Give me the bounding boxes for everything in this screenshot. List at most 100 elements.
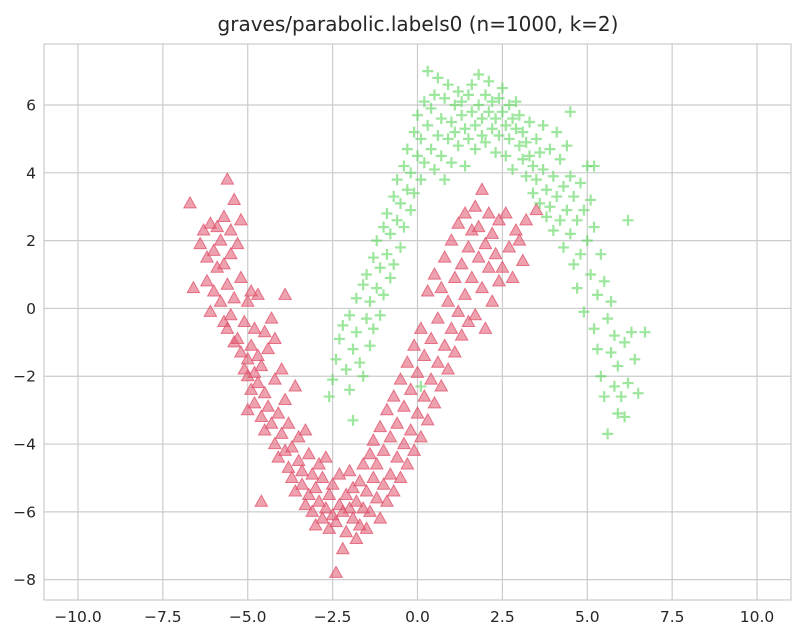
triangle-point bbox=[427, 267, 442, 280]
triangle-point bbox=[410, 365, 425, 378]
plus-point bbox=[449, 126, 461, 138]
triangle-point bbox=[308, 517, 323, 531]
plus-point bbox=[503, 133, 515, 145]
plus-point bbox=[408, 187, 420, 199]
triangle-point bbox=[281, 460, 296, 473]
triangle-point bbox=[362, 504, 377, 517]
triangle-point bbox=[233, 212, 248, 226]
triangle-point bbox=[233, 344, 248, 358]
triangle-point bbox=[295, 477, 310, 490]
chart-title: graves/parabolic.labels0 (n=1000, k=2) bbox=[218, 12, 619, 36]
triangle-point bbox=[196, 222, 211, 236]
plus-point bbox=[344, 384, 356, 396]
plus-point bbox=[534, 197, 546, 209]
triangle-point bbox=[434, 378, 449, 392]
plus-point bbox=[418, 157, 430, 169]
triangle-point bbox=[315, 470, 330, 484]
y-tick-label: 2 bbox=[26, 232, 36, 250]
triangle-point bbox=[352, 473, 367, 487]
triangle-point bbox=[515, 253, 530, 267]
plus-point bbox=[503, 99, 515, 111]
plus-point bbox=[344, 309, 356, 321]
plus-point bbox=[452, 140, 464, 152]
triangle-point bbox=[342, 500, 357, 514]
triangle-point bbox=[312, 456, 327, 470]
plus-point bbox=[490, 113, 502, 125]
plus-point bbox=[466, 106, 478, 118]
plus-point bbox=[507, 113, 519, 125]
plus-point bbox=[422, 119, 434, 131]
triangle-point bbox=[393, 372, 408, 385]
triangle-point bbox=[254, 494, 269, 507]
triangle-point bbox=[199, 250, 215, 263]
plus-point bbox=[364, 340, 376, 352]
triangle-point bbox=[491, 212, 507, 226]
plus-point bbox=[371, 282, 383, 294]
plus-point bbox=[547, 224, 559, 236]
plus-point bbox=[469, 143, 481, 155]
plus-point bbox=[551, 191, 563, 203]
plus-point bbox=[381, 248, 393, 260]
triangle-point bbox=[315, 511, 330, 524]
plus-point bbox=[622, 377, 634, 389]
triangle-point bbox=[288, 483, 303, 497]
plus-point bbox=[371, 235, 383, 247]
plus-point bbox=[408, 126, 420, 138]
plus-point bbox=[581, 235, 593, 247]
plus-point bbox=[598, 275, 610, 287]
triangle-point bbox=[240, 294, 255, 307]
plus-point bbox=[561, 204, 573, 216]
triangle-point bbox=[199, 273, 215, 287]
plus-point bbox=[401, 143, 413, 155]
plus-point bbox=[537, 119, 549, 131]
triangle-point bbox=[505, 270, 520, 283]
plus-point bbox=[595, 248, 607, 260]
triangle-point bbox=[424, 372, 439, 385]
x-tick-label: −10.0 bbox=[54, 608, 102, 626]
triangle-point bbox=[444, 233, 459, 246]
triangle-point bbox=[458, 287, 473, 300]
triangle-point bbox=[441, 294, 456, 307]
plus-point bbox=[439, 174, 451, 186]
grid-lines bbox=[44, 44, 791, 600]
triangle-point bbox=[376, 477, 391, 490]
plus-point bbox=[561, 140, 573, 152]
plus-point bbox=[354, 357, 366, 369]
triangle-point bbox=[254, 358, 269, 372]
triangle-point bbox=[250, 375, 265, 389]
plus-point bbox=[415, 174, 427, 186]
plus-point bbox=[585, 269, 597, 281]
triangle-point bbox=[461, 314, 476, 328]
plus-point bbox=[568, 191, 580, 203]
plus-point bbox=[608, 330, 620, 342]
y-tick-label: −8 bbox=[13, 571, 36, 589]
triangle-point bbox=[474, 280, 490, 294]
plus-point bbox=[347, 414, 359, 426]
triangle-point bbox=[417, 389, 432, 402]
triangle-point bbox=[400, 456, 415, 470]
plus-point bbox=[602, 313, 614, 325]
triangle-point bbox=[424, 331, 439, 345]
triangle-point bbox=[488, 246, 503, 260]
plus-point bbox=[361, 269, 373, 281]
x-tick-label: −7.5 bbox=[144, 608, 182, 626]
plus-point bbox=[591, 343, 603, 355]
plus-point bbox=[524, 116, 536, 128]
plus-point bbox=[602, 428, 614, 440]
plus-point bbox=[510, 123, 522, 135]
triangle-point bbox=[461, 239, 476, 253]
triangle-point bbox=[485, 294, 500, 307]
triangle-point bbox=[458, 205, 473, 219]
plus-point bbox=[571, 282, 583, 294]
plus-point bbox=[534, 146, 546, 158]
triangle-point bbox=[352, 517, 367, 531]
y-tick-label: −4 bbox=[13, 436, 36, 454]
plus-point bbox=[323, 391, 335, 403]
triangle-point bbox=[271, 406, 286, 419]
plus-point bbox=[493, 92, 505, 104]
plus-point bbox=[571, 214, 583, 226]
triangle-point bbox=[203, 304, 218, 317]
triangle-point bbox=[427, 395, 442, 409]
triangle-point bbox=[437, 338, 452, 351]
triangle-point bbox=[491, 273, 507, 287]
